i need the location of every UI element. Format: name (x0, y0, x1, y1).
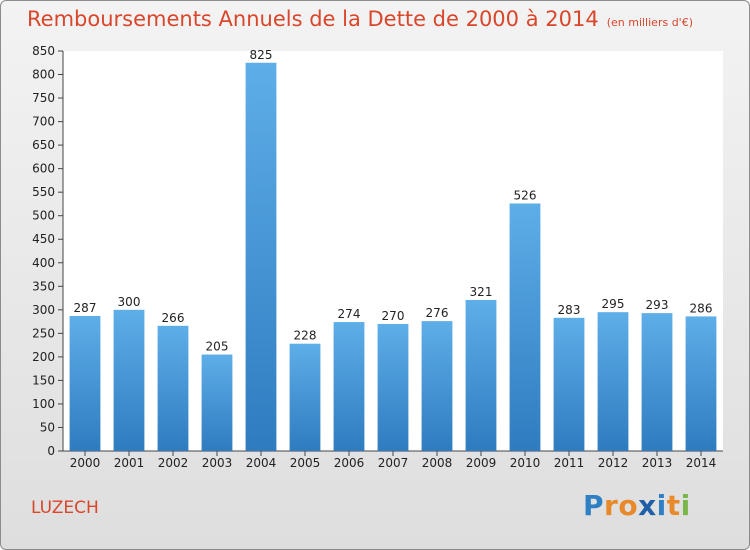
y-tick-label: 450 (32, 232, 55, 246)
logo-letter: i (680, 489, 691, 522)
logo-letter: t (666, 489, 681, 522)
y-tick-label: 0 (47, 444, 55, 458)
bar-value-label: 276 (426, 306, 449, 320)
bar-value-label: 286 (690, 301, 713, 315)
bar-value-label: 283 (558, 303, 581, 317)
y-tick-label: 150 (32, 373, 55, 387)
bar (333, 322, 365, 451)
x-tick-label: 2013 (642, 456, 673, 470)
chart-title: Remboursements Annuels de la Dette de 20… (27, 7, 693, 31)
bar (245, 62, 277, 451)
bar (421, 321, 453, 451)
logo-letter: o (618, 489, 639, 522)
bar-value-label: 270 (382, 309, 405, 323)
bar (69, 315, 101, 451)
bar-value-label: 274 (338, 307, 361, 321)
x-tick-label: 2011 (554, 456, 585, 470)
bar-value-label: 321 (470, 285, 493, 299)
bar (553, 317, 585, 451)
x-tick-label: 2001 (114, 456, 145, 470)
x-tick-label: 2007 (378, 456, 409, 470)
y-tick-label: 250 (32, 326, 55, 340)
x-tick-label: 2014 (686, 456, 717, 470)
x-tick-label: 2002 (158, 456, 189, 470)
location-label: LUZECH (31, 498, 99, 518)
y-tick-label: 800 (32, 68, 55, 82)
bar-value-label: 300 (118, 295, 141, 309)
bar (157, 325, 189, 451)
y-tick-label: 600 (32, 162, 55, 176)
bar (113, 309, 145, 451)
logo-letter: r (604, 489, 619, 522)
bar (289, 343, 321, 451)
y-tick-label: 500 (32, 209, 55, 223)
bar-value-label: 228 (294, 329, 317, 343)
x-tick-label: 2010 (510, 456, 541, 470)
proxiti-logo: Proxiti (583, 489, 691, 522)
x-tick-label: 2004 (246, 456, 277, 470)
bar (465, 299, 497, 451)
y-tick-label: 700 (32, 115, 55, 129)
logo-letter: x (638, 489, 657, 522)
x-tick-label: 2003 (202, 456, 233, 470)
logo-letter: i (656, 489, 667, 522)
bar-value-label: 205 (206, 340, 229, 354)
bar (509, 203, 541, 451)
y-tick-label: 50 (40, 420, 55, 434)
chart-subtitle: (en milliers d'€) (606, 16, 693, 29)
x-tick-label: 2012 (598, 456, 629, 470)
x-tick-label: 2008 (422, 456, 453, 470)
bar-value-label: 526 (514, 188, 537, 202)
bar (377, 323, 409, 451)
x-tick-label: 2006 (334, 456, 365, 470)
y-tick-label: 100 (32, 397, 55, 411)
bar-value-label: 295 (602, 297, 625, 311)
bar (597, 312, 629, 451)
y-tick-label: 200 (32, 350, 55, 364)
bar-value-label: 287 (74, 301, 97, 315)
x-tick-label: 2000 (70, 456, 101, 470)
bar (685, 316, 717, 451)
logo-letter: P (583, 489, 605, 522)
x-tick-label: 2009 (466, 456, 497, 470)
bar (641, 313, 673, 451)
y-tick-label: 550 (32, 185, 55, 199)
y-tick-label: 350 (32, 279, 55, 293)
y-tick-label: 650 (32, 138, 55, 152)
y-tick-label: 300 (32, 303, 55, 317)
y-tick-label: 750 (32, 91, 55, 105)
y-tick-label: 850 (32, 44, 55, 58)
y-tick-label: 400 (32, 256, 55, 270)
bar-value-label: 266 (162, 311, 185, 325)
x-tick-label: 2005 (290, 456, 321, 470)
bar-value-label: 293 (646, 298, 669, 312)
bar-value-label: 825 (250, 48, 273, 62)
bar (201, 354, 233, 451)
